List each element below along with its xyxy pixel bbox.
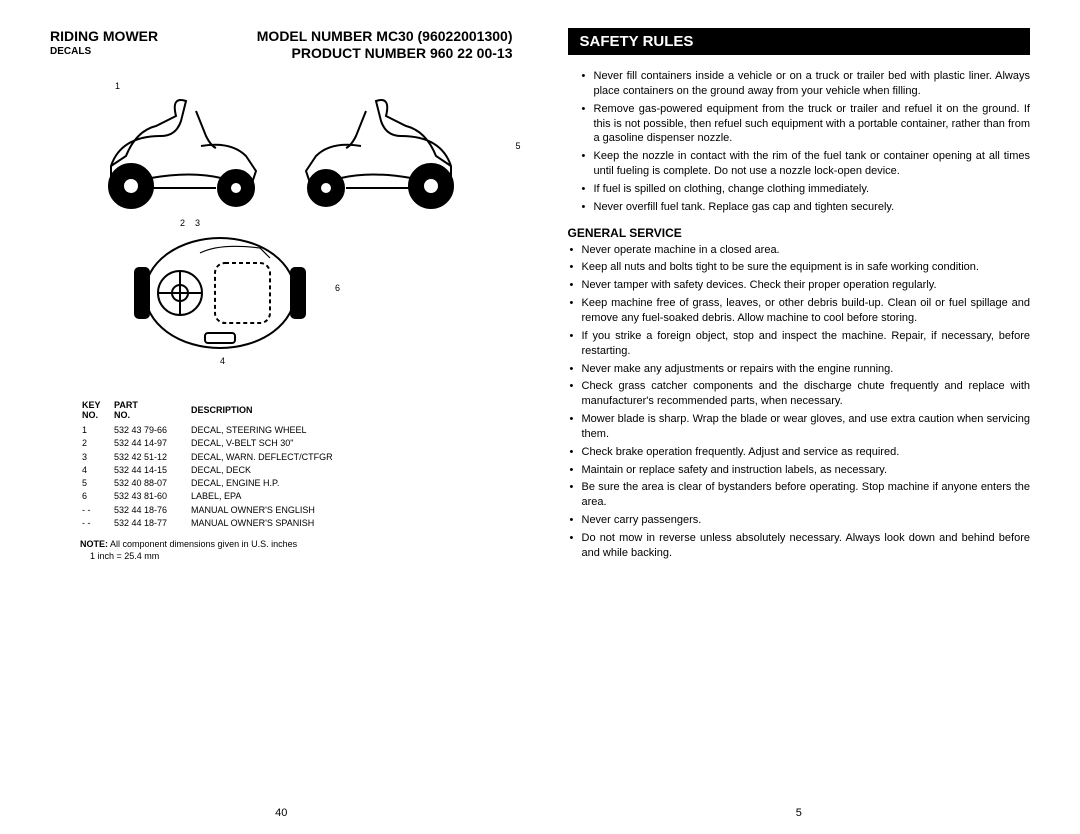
list-item: Check grass catcher components and the d… — [568, 379, 1031, 409]
list-item: Do not mow in reverse unless absolutely … — [568, 531, 1031, 561]
bullets-fuel: Never fill containers inside a vehicle o… — [580, 69, 1031, 218]
table-row: 3532 42 51-12DECAL, WARN. DEFLECT/CTFGR — [82, 452, 511, 463]
table-row: 1532 43 79-66DECAL, STEERING WHEEL — [82, 425, 511, 436]
list-item: Be sure the area is clear of bystanders … — [568, 480, 1031, 510]
left-header: RIDING MOWER MODEL NUMBER MC30 (96022001… — [50, 28, 513, 44]
table-row: 2532 44 14-97DECAL, V-BELT SCH 30" — [82, 438, 511, 449]
list-item: If fuel is spilled on clothing, change c… — [580, 182, 1031, 197]
subtitle-decals: DECALS — [50, 46, 91, 61]
table-row: 4532 44 14-15DECAL, DECK — [82, 465, 511, 476]
general-service-head: GENERAL SERVICE — [568, 226, 1031, 240]
callout-4: 4 — [220, 356, 225, 366]
table-row: 6532 43 81-60LABEL, EPA — [82, 491, 511, 502]
mower-top-icon — [120, 228, 320, 358]
list-item: Never fill containers inside a vehicle o… — [580, 69, 1031, 99]
pagenum-right: 5 — [568, 797, 1031, 819]
note-text: All component dimensions given in U.S. i… — [108, 539, 297, 549]
callout-2: 2 — [180, 218, 185, 228]
mower-top-view-wrap: 2 3 6 4 — [120, 228, 513, 358]
parts-table: KEYNO. PARTNO. DESCRIPTION 1532 43 79-66… — [80, 398, 513, 531]
table-row: 5532 40 88-07DECAL, ENGINE H.P. — [82, 478, 511, 489]
list-item: Never overfill fuel tank. Replace gas ca… — [580, 200, 1031, 215]
list-item: Keep machine free of grass, leaves, or o… — [568, 296, 1031, 326]
list-item: Mower blade is sharp. Wrap the blade or … — [568, 412, 1031, 442]
list-item: Remove gas-powered equipment from the tr… — [580, 102, 1031, 147]
table-row: - -532 44 18-77MANUAL OWNER'S SPANISH — [82, 518, 511, 529]
callout-3: 3 — [195, 218, 200, 228]
mower-left-icon — [81, 86, 281, 216]
list-item: Never operate machine in a closed area. — [568, 243, 1031, 258]
table-row: - -532 44 18-76MANUAL OWNER'S ENGLISH — [82, 505, 511, 516]
list-item: Never tamper with safety devices. Check … — [568, 278, 1031, 293]
pagenum-left: 40 — [50, 797, 513, 819]
note: NOTE: All component dimensions given in … — [80, 539, 513, 562]
left-page: RIDING MOWER MODEL NUMBER MC30 (96022001… — [50, 28, 548, 819]
th-key: KEYNO. — [82, 400, 101, 420]
list-item: Never carry passengers. — [568, 513, 1031, 528]
title-riding-mower: RIDING MOWER — [50, 28, 158, 44]
bullets-service: Never operate machine in a closed area. K… — [568, 243, 1031, 564]
list-item: If you strike a foreign object, stop and… — [568, 329, 1031, 359]
safety-rules-bar: SAFETY RULES — [568, 28, 1031, 55]
list-item: Keep all nuts and bolts tight to be sure… — [568, 260, 1031, 275]
parts-tbody: 1532 43 79-66DECAL, STEERING WHEEL 2532 4… — [82, 425, 511, 529]
right-page: SAFETY RULES Never fill containers insid… — [548, 28, 1031, 819]
callout-5: 5 — [515, 141, 520, 151]
list-item: Maintain or replace safety and instructi… — [568, 463, 1031, 478]
note-bold: NOTE: — [80, 539, 108, 549]
list-item: Never make any adjustments or repairs wi… — [568, 362, 1031, 377]
th-part: PARTNO. — [114, 400, 138, 420]
title-model-number: MODEL NUMBER MC30 (96022001300) — [257, 28, 513, 44]
callout-1: 1 — [115, 81, 120, 91]
diagram-area: 1 — [50, 86, 513, 358]
list-item: Keep the nozzle in contact with the rim … — [580, 149, 1031, 179]
note-text2: 1 inch = 25.4 mm — [90, 551, 159, 561]
th-desc: DESCRIPTION — [191, 400, 511, 423]
callout-6: 6 — [335, 283, 340, 293]
list-item: Check brake operation frequently. Adjust… — [568, 445, 1031, 460]
subtitle-product-number: PRODUCT NUMBER 960 22 00-13 — [292, 45, 513, 61]
mower-right-icon — [281, 86, 481, 216]
mower-side-views: 1 — [50, 86, 513, 216]
